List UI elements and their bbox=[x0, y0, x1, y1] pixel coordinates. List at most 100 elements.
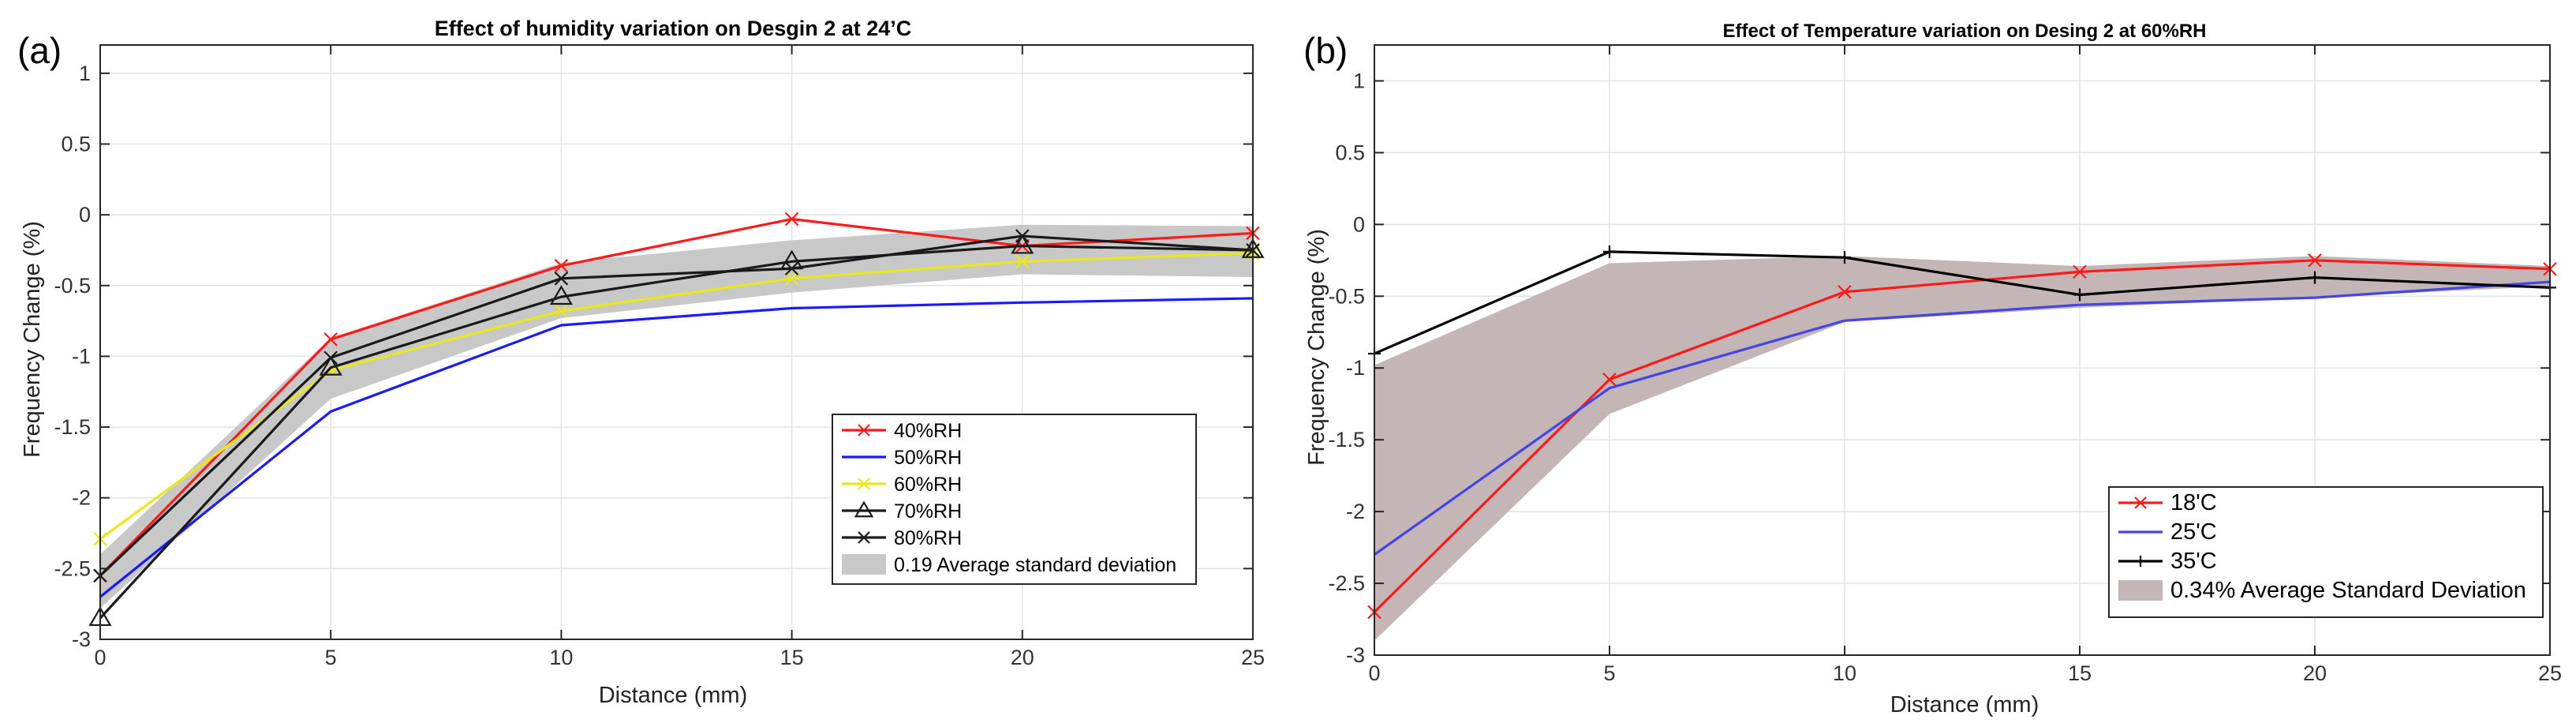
chart-b-series-0-point-2 bbox=[1838, 285, 1852, 299]
chart-a-title: Effect of humidity variation on Desgin 2… bbox=[435, 17, 912, 40]
chart-a-series-2-point-2 bbox=[554, 304, 569, 318]
chart-a-axes-box bbox=[99, 44, 1254, 640]
chart-a-legend-item-2: 60%RH bbox=[842, 474, 962, 496]
chart-a-ytick-label-3: -1.5 bbox=[54, 415, 91, 439]
chart-a-legend-label-4: 80%RH bbox=[894, 527, 962, 549]
chart-b-ytick-label-6: 0 bbox=[1353, 212, 1365, 236]
chart-a-series-line-2 bbox=[99, 251, 1254, 540]
chart-a-legend-label-0: 40%RH bbox=[894, 420, 962, 442]
chart-a-legend-label-3: 70%RH bbox=[894, 500, 962, 523]
chart-b-legend-item-0: 18'C bbox=[2118, 490, 2217, 515]
chart-a-ytick-label-5: -0.5 bbox=[54, 274, 91, 298]
chart-a-legend-item-5: 0.19 Average standard deviation bbox=[842, 554, 1176, 576]
chart-a-ytick-label-6: 0 bbox=[79, 203, 91, 227]
chart-a-series-line-0 bbox=[99, 217, 1254, 577]
chart-b-xtick-label-4: 20 bbox=[2303, 661, 2327, 685]
chart-b-legend-item-3: 0.34% Average Standard Deviation bbox=[2118, 578, 2526, 603]
chart-b-ylabel: Frequency Change (%) bbox=[1304, 229, 1329, 466]
chart-a-legend-label-2: 60%RH bbox=[894, 474, 962, 496]
chart-b-ytick-label-7: 0.5 bbox=[1335, 140, 1365, 164]
chart-b-axes-box bbox=[1374, 44, 2551, 656]
chart-a-xtick-label-4: 20 bbox=[1011, 646, 1034, 669]
chart-b-title: Effect of Temperature variation on Desin… bbox=[1722, 21, 2206, 42]
chart-a-series-3-point-1 bbox=[319, 355, 342, 376]
chart-a-xtick-label-0: 0 bbox=[94, 646, 106, 669]
chart-a-series-4-point-2 bbox=[554, 272, 569, 286]
chart-b-xtick-label-5: 25 bbox=[2538, 661, 2562, 685]
chart-a-series-3-point-4 bbox=[1011, 234, 1034, 254]
panel-label-b: (b) bbox=[1303, 30, 1348, 71]
chart-b-series-2-point-1 bbox=[1603, 245, 1616, 258]
chart-b-legend-label-3: 0.34% Average Standard Deviation bbox=[2170, 578, 2526, 603]
chart-a-legend-label-5: 0.19 Average standard deviation bbox=[894, 554, 1176, 576]
chart-b: 0 5 10 15 20 25 -3 -2.5 -2 -1.5 -1 -0.5 0 0.5 1 (b) Ef… bbox=[1303, 21, 2562, 717]
chart-b-legend-marker-2 bbox=[2135, 556, 2146, 567]
chart-a-series-4-point-4 bbox=[1015, 229, 1030, 243]
chart-b-std-band bbox=[1374, 256, 2550, 641]
chart-a-legend-item-3: 70%RH bbox=[842, 500, 962, 523]
chart-a-series-2-point-4 bbox=[1015, 254, 1030, 269]
chart-a-series-4-point-1 bbox=[323, 350, 338, 365]
chart-a-series-line-3 bbox=[99, 244, 1254, 620]
chart-a-ylabel: Frequency Change (%) bbox=[20, 221, 45, 458]
chart-a-xtick-label-2: 10 bbox=[549, 646, 573, 669]
chart-b-ytick-label-0: -3 bbox=[1346, 643, 1365, 667]
chart-a-legend: 40%RH 50%RH 60%RH 70%RH 80%RH 0.19 Average st… bbox=[832, 414, 1197, 585]
chart-b-xtick-label-0: 0 bbox=[1368, 661, 1380, 685]
chart-a-legend-marker-2 bbox=[858, 478, 870, 490]
chart-b-ytick-label-4: -1 bbox=[1346, 356, 1365, 380]
chart-a-ytick-label-2: -2 bbox=[72, 486, 91, 510]
chart-b-legend-marker-0 bbox=[2134, 496, 2147, 509]
chart-a-legend-box bbox=[832, 414, 1197, 585]
chart-a-xtick-label-5: 25 bbox=[1241, 646, 1265, 669]
panel-label-a: (a) bbox=[17, 30, 62, 71]
chart-b-series-line-1 bbox=[1374, 280, 2551, 556]
chart-b-series-0-point-3 bbox=[2073, 264, 2087, 279]
chart-a-plot-area: 0 5 10 15 20 25 -3 -2.5 -2 -1.5 -1 -0.5 0 0.5 1 bbox=[54, 44, 1265, 669]
chart-a-legend-swatch-5 bbox=[842, 554, 886, 575]
chart-b-ytick-label-3: -1.5 bbox=[1328, 428, 1365, 451]
chart-a-legend-label-1: 50%RH bbox=[894, 447, 962, 469]
chart-a-xlabel: Distance (mm) bbox=[599, 683, 748, 708]
chart-a-ytick-label-1: -2.5 bbox=[54, 556, 91, 580]
chart-b-legend-label-2: 35'C bbox=[2170, 549, 2217, 574]
chart-b-legend-swatch-3 bbox=[2118, 580, 2163, 601]
chart-b-legend-label-1: 25'C bbox=[2170, 519, 2217, 545]
chart-a-series-0-point-1 bbox=[323, 332, 338, 347]
chart-b-legend-label-0: 18'C bbox=[2170, 490, 2217, 515]
chart-b-xtick-label-1: 5 bbox=[1603, 661, 1615, 685]
chart-a-legend-marker-0 bbox=[858, 424, 870, 436]
chart-a-series-line-4 bbox=[99, 234, 1254, 577]
chart-a-series-4-point-3 bbox=[784, 261, 799, 276]
chart-a-xtick-label-3: 15 bbox=[780, 646, 804, 669]
chart-a-series-3-point-2 bbox=[549, 285, 573, 305]
chart-a-legend-marker-3 bbox=[854, 500, 874, 518]
chart-b-legend: 18'C 25'C 35'C 0.34% Average Standard Devia… bbox=[2108, 486, 2544, 618]
chart-b-series-0-point-4 bbox=[2308, 253, 2322, 268]
chart-b-series-line-0 bbox=[1373, 259, 2551, 613]
chart-b-legend-item-2: 35'C bbox=[2118, 549, 2217, 574]
chart-a-legend-item-4: 80%RH bbox=[842, 527, 962, 549]
chart-b-series-2-point-2 bbox=[1838, 251, 1851, 264]
chart-a-xtick-label-1: 5 bbox=[325, 646, 337, 669]
chart-a-ytick-label-0: -3 bbox=[72, 627, 91, 651]
chart-b-series-line-2 bbox=[1374, 250, 2551, 355]
chart-b-xtick-label-2: 10 bbox=[1833, 661, 1856, 685]
chart-b-series-2-point-4 bbox=[2309, 271, 2321, 284]
chart-b-legend-item-1: 25'C bbox=[2118, 519, 2217, 545]
chart-b-xlabel: Distance (mm) bbox=[1890, 692, 2039, 717]
chart-a-series-0-point-3 bbox=[784, 212, 799, 227]
chart-a-legend-item-0: 40%RH bbox=[842, 420, 962, 442]
chart-b-ytick-label-5: -0.5 bbox=[1328, 284, 1365, 308]
chart-a-series-0-point-2 bbox=[554, 258, 569, 273]
chart-a-series-line-1 bbox=[99, 297, 1254, 598]
chart-a: 0 5 10 15 20 25 -3 -2.5 -2 -1.5 -1 -0.5 0 0.5 1 (a) Ef… bbox=[17, 17, 1265, 708]
chart-a-ytick-label-7: 0.5 bbox=[61, 133, 91, 156]
chart-b-series-2-point-3 bbox=[2073, 288, 2086, 302]
chart-a-legend-marker-4 bbox=[858, 531, 870, 544]
chart-b-xtick-label-3: 15 bbox=[2068, 661, 2092, 685]
chart-a-ytick-label-4: -1 bbox=[72, 344, 91, 368]
chart-b-series-0-point-1 bbox=[1602, 373, 1617, 387]
chart-a-ytick-label-8: 1 bbox=[79, 62, 91, 85]
